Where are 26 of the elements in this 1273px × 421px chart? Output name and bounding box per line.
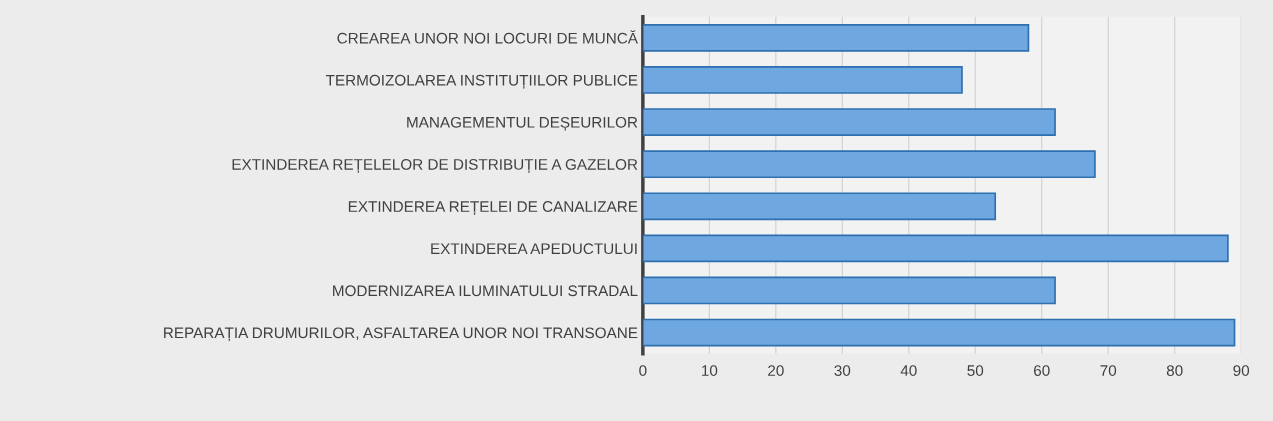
- y-tick-label: REPARAȚIA DRUMURILOR, ASFALTAREA UNOR NOI TRANSOANE: [164, 327, 638, 342]
- bar: [642, 24, 1030, 52]
- x-tick-label: 30: [834, 365, 851, 376]
- bar: [642, 234, 1229, 263]
- y-tick-label: MODERNIZAREA ILUMINATULUI STRADAL: [333, 285, 638, 297]
- bar: [642, 192, 997, 221]
- x-tick-label: 60: [1034, 365, 1050, 376]
- x-tick-label: 50: [967, 365, 984, 376]
- bar: [642, 66, 963, 94]
- y-tick-label: EXTINDEREA REȚELELOR DE DISTRIBUȚIE A GAZELOR: [232, 159, 638, 173]
- bar: [642, 150, 1096, 179]
- x-tick-label: 70: [1100, 365, 1117, 376]
- y-tick-label: TERMOIZOLAREA INSTITUȚIILOR PUBLICE: [325, 74, 638, 89]
- x-tick-label: 90: [1233, 365, 1250, 376]
- bar: [642, 318, 1236, 347]
- y-tick-label: EXTINDEREA APEDUCTULUI: [431, 243, 637, 255]
- x-tick-label: 10: [702, 365, 718, 376]
- x-tick-label: 80: [1166, 365, 1183, 376]
- x-tick-label: 0: [639, 365, 647, 376]
- y-tick-label: EXTINDEREA REȚELEI DE CANALIZARE: [348, 201, 638, 216]
- bar: [642, 276, 1056, 305]
- x-tick-label: 40: [900, 365, 917, 376]
- x-tick-label: 20: [768, 365, 784, 376]
- y-tick-label: CREAREA UNOR NOI LOCURI DE MUNCĂ: [337, 30, 638, 44]
- y-tick-label: MANAGEMENTUL DEȘEURILOR: [407, 116, 638, 131]
- bar: [642, 108, 1056, 136]
